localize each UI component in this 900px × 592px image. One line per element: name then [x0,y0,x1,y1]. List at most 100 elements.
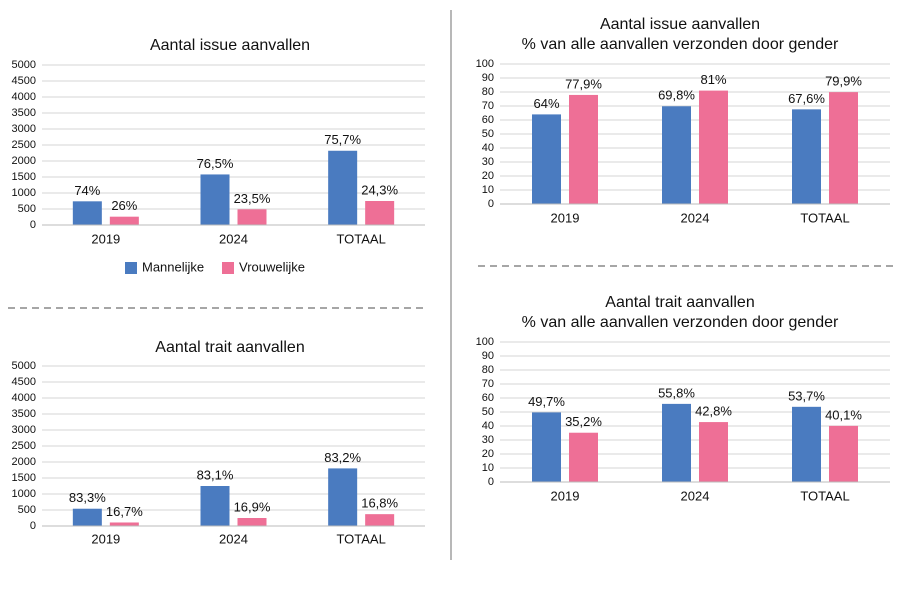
y-tick-label: 90 [482,72,494,84]
x-tick-label: 2024 [219,231,248,246]
value-label: 40,1% [825,407,862,422]
value-label: 79,9% [825,74,862,89]
chart-title: Aantal trait aanvallen [155,339,304,356]
y-tick-label: 100 [476,336,494,348]
y-tick-label: 20 [482,170,494,182]
bar [200,486,230,526]
bar [792,406,821,482]
bar [237,209,267,225]
value-label: 53,7% [788,388,825,403]
chart-title: Aantal trait aanvallen [605,294,754,311]
chart-title: Aantal issue aanvallen [150,37,310,54]
y-tick-label: 5000 [12,360,36,372]
y-tick-label: 3000 [12,424,36,436]
y-tick-label: 1500 [12,472,36,484]
value-label: 55,8% [658,385,695,400]
bar [365,514,395,526]
y-tick-label: 1000 [12,187,36,199]
bar [72,201,102,225]
x-tick-label: 2019 [551,488,580,503]
y-tick-label: 30 [482,434,494,446]
y-tick-label: 4000 [12,392,36,404]
value-label: 69,8% [658,88,695,103]
y-tick-label: 40 [482,420,494,432]
y-tick-label: 50 [482,128,494,140]
bar [829,92,858,204]
y-tick-label: 70 [482,378,494,390]
bar [72,508,102,526]
value-label: 83,3% [69,490,106,505]
value-label: 16,9% [234,499,271,514]
y-tick-label: 70 [482,100,494,112]
value-label: 81% [700,72,726,87]
y-tick-label: 30 [482,156,494,168]
x-tick-label: TOTAAL [800,488,849,503]
y-tick-label: 40 [482,142,494,154]
y-tick-label: 90 [482,350,494,362]
y-tick-label: 0 [30,219,36,231]
y-tick-label: 2500 [12,440,36,452]
bar [200,174,230,225]
legend-swatch [222,262,234,274]
value-label: 83,2% [324,450,361,465]
y-tick-label: 3500 [12,408,36,420]
x-tick-label: 2019 [91,531,120,546]
value-label: 24,3% [361,182,398,197]
bar [532,412,561,482]
bar [109,522,139,526]
value-label: 67,6% [788,91,825,106]
legend-label: Mannelijke [142,259,204,274]
y-tick-label: 0 [30,520,36,532]
y-tick-label: 3000 [12,123,36,135]
y-tick-label: 2000 [12,155,36,167]
x-tick-label: 2019 [551,210,580,225]
bar [792,109,821,204]
y-tick-label: 80 [482,364,494,376]
bar [662,403,691,482]
y-tick-label: 0 [488,198,494,210]
bar [699,90,728,204]
bar [569,94,598,204]
value-label: 75,7% [324,132,361,147]
value-label: 76,5% [197,156,234,171]
y-tick-label: 50 [482,406,494,418]
bar [328,468,358,526]
value-label: 26% [111,198,137,213]
bar [237,518,267,526]
x-tick-label: 2024 [681,488,710,503]
x-tick-label: 2024 [681,210,710,225]
chart-subtitle: % van alle aanvallen verzonden door gend… [522,36,839,53]
y-tick-label: 80 [482,86,494,98]
y-tick-label: 2500 [12,139,36,151]
y-tick-label: 10 [482,462,494,474]
y-tick-label: 1500 [12,171,36,183]
value-label: 77,9% [565,76,602,91]
y-tick-label: 4000 [12,91,36,103]
y-tick-label: 20 [482,448,494,460]
bar [699,422,728,482]
bar [365,201,395,225]
y-tick-label: 0 [488,476,494,488]
bar [328,150,358,225]
value-label: 74% [74,183,100,198]
y-tick-label: 1000 [12,488,36,500]
y-tick-label: 10 [482,184,494,196]
value-label: 16,8% [361,496,398,511]
x-tick-label: TOTAAL [336,231,385,246]
y-tick-label: 4500 [12,75,36,87]
value-label: 23,5% [234,191,271,206]
x-tick-label: TOTAAL [800,210,849,225]
y-tick-label: 5000 [12,59,36,71]
value-label: 64% [533,96,559,111]
y-tick-label: 500 [18,203,36,215]
bar [662,106,691,204]
y-tick-label: 4500 [12,376,36,388]
x-tick-label: 2024 [219,531,248,546]
bar [829,425,858,482]
legend-swatch [125,262,137,274]
x-tick-label: 2019 [91,231,120,246]
y-tick-label: 2000 [12,456,36,468]
y-tick-label: 60 [482,392,494,404]
value-label: 83,1% [197,467,234,482]
